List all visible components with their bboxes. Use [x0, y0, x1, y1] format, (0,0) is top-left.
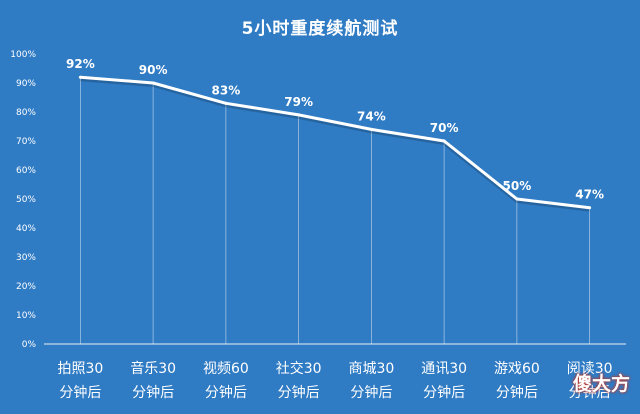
y-tick-label: 40%	[16, 224, 36, 234]
data-label: 50%	[503, 179, 532, 193]
y-tick-label: 20%	[16, 282, 36, 292]
data-point	[224, 101, 228, 105]
x-tick-label: 分钟后	[423, 384, 465, 401]
x-tick-label: 通讯30	[421, 361, 467, 377]
data-point	[588, 206, 592, 210]
data-label: 74%	[357, 109, 386, 123]
x-tick-label: 分钟后	[132, 384, 174, 401]
x-tick-label: 音乐30	[130, 360, 176, 377]
x-tick-label: 分钟后	[496, 384, 538, 401]
data-point	[515, 197, 519, 201]
x-tick-label: 分钟后	[569, 384, 611, 401]
x-tick-label: 阅读30	[567, 360, 613, 377]
data-label: 47%	[575, 188, 604, 202]
x-tick-label: 分钟后	[59, 384, 101, 401]
y-tick-label: 50%	[16, 195, 36, 205]
series-line	[80, 75, 590, 210]
chart-title: 5小时重度续航测试	[241, 19, 399, 39]
data-point	[151, 81, 155, 85]
y-tick-label: 100%	[10, 50, 36, 60]
y-tick-label: 10%	[16, 311, 36, 321]
y-tick-label: 0%	[22, 340, 37, 350]
x-tick-label: 分钟后	[278, 384, 320, 401]
data-point	[442, 139, 446, 143]
x-tick-label: 分钟后	[205, 384, 247, 401]
series-line-shadow	[80, 77, 590, 212]
watermark-logo: 傻大方	[572, 373, 630, 395]
x-tick-label: 商城30	[348, 361, 394, 377]
data-point	[78, 75, 82, 79]
x-tick-label: 拍照30	[57, 361, 103, 377]
data-label: 92%	[66, 57, 95, 71]
data-label: 83%	[212, 83, 241, 97]
x-tick-label: 分钟后	[350, 384, 392, 401]
y-tick-label: 60%	[16, 166, 36, 176]
x-tick-label: 视频60	[203, 361, 249, 377]
y-tick-label: 90%	[16, 79, 36, 89]
data-point	[297, 113, 301, 117]
x-tick-label: 社交30	[276, 360, 322, 377]
y-tick-label: 80%	[16, 108, 36, 118]
data-label: 90%	[139, 63, 168, 77]
data-label: 79%	[284, 95, 313, 109]
y-tick-label: 70%	[16, 137, 36, 147]
data-label: 70%	[430, 121, 459, 135]
data-point	[369, 127, 373, 131]
y-tick-label: 30%	[16, 253, 36, 263]
x-tick-label: 游戏60	[494, 361, 540, 377]
